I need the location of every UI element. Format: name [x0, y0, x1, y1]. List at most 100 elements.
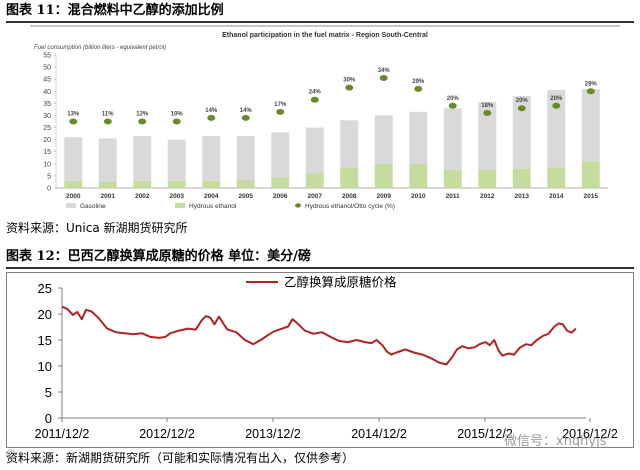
chart1-ytick-label: 40	[43, 89, 51, 96]
ethanol-share-marker	[448, 102, 457, 109]
ethanol-share-label: 34%	[378, 68, 391, 74]
chart1-xtick-label: 2007	[308, 193, 323, 200]
ethanol-share-marker	[310, 96, 319, 103]
chart2-xtick-label: 2012/12/2	[139, 427, 195, 441]
chart1-svg: Ethanol participation in the fuel matrix…	[30, 24, 620, 216]
bar-gasoline	[98, 138, 117, 182]
bar-gasoline	[581, 88, 600, 162]
chart1-xtick-label: 2003	[170, 193, 185, 200]
chart1-xtick-label: 2015	[584, 193, 599, 200]
bar-hydrous-ethanol	[512, 168, 531, 188]
chart2-ytick-label: 15	[38, 333, 52, 348]
bar-hydrous-ethanol	[478, 169, 497, 188]
bar-hydrous-ethanol	[409, 163, 428, 188]
bar-gasoline	[512, 96, 531, 169]
bar-gasoline	[202, 136, 221, 181]
chart2-svg: 0 5 10 15 20 25 2011/12/2 2012/12/2 2013/12/2 201…	[6, 272, 634, 448]
ethanol-share-marker	[207, 114, 216, 121]
chart1-xtick-label: 2012	[480, 193, 495, 200]
chart1-xtick-label: 2010	[411, 193, 426, 200]
chart1-xtick-label: 2002	[135, 193, 150, 200]
chart1-xtick-label: 2013	[515, 193, 530, 200]
bar-gasoline	[64, 137, 83, 181]
chart1-ytick-label: 20	[43, 137, 51, 144]
figure2-source: 资料来源：新湖期货研究所（可能和实际情况有出入，仅供参考）	[6, 451, 355, 465]
chart1-xtick-label: 2006	[273, 193, 288, 200]
chart1-xtick-label: 2000	[66, 193, 81, 200]
bar-gasoline	[443, 108, 462, 170]
ethanol-share-label: 20%	[516, 98, 529, 104]
chart2-xtick-label: 2016/12/2	[562, 427, 618, 441]
ethanol-share-marker	[552, 102, 561, 109]
bar-hydrous-ethanol	[167, 180, 186, 188]
watermark-right: 微信号：xhqhyjs	[504, 434, 607, 449]
bar-hydrous-ethanol	[443, 169, 462, 188]
ethanol-share-marker	[276, 108, 285, 115]
bar-gasoline	[478, 102, 497, 170]
chart2-ytick-label: 10	[38, 359, 52, 374]
chart2-ytick-label: 20	[38, 307, 52, 322]
figure2-caption: 图表 12：巴西乙醇换算成原糖的价格 单位：美分/磅	[6, 248, 634, 269]
chart2-xtick-label: 2011/12/2	[35, 427, 90, 441]
ethanol-share-label: 24%	[309, 90, 322, 96]
ethanol-share-label: 17%	[274, 102, 287, 108]
bar-hydrous-ethanol	[374, 163, 393, 188]
bar-gasoline	[547, 90, 566, 168]
chart1-xtick-label: 2005	[239, 193, 254, 200]
chart2-frame	[6, 272, 634, 448]
bar-hydrous-ethanol	[133, 180, 152, 188]
bar-hydrous-ethanol	[236, 179, 255, 188]
bar-hydrous-ethanol	[64, 180, 83, 188]
ethanol-share-label: 10%	[171, 112, 184, 118]
ethanol-share-marker	[103, 118, 112, 125]
bar-gasoline	[133, 136, 152, 181]
bar-hydrous-ethanol	[271, 177, 290, 188]
sugar-equivalent-price-line	[61, 305, 577, 366]
ethanol-share-label: 29%	[412, 79, 425, 85]
bar-hydrous-ethanol	[305, 173, 324, 188]
bar-hydrous-ethanol	[202, 180, 221, 188]
chart1-ytick-label: 45	[43, 77, 51, 84]
ethanol-share-label: 14%	[240, 108, 253, 114]
legend-hydrous-label: Hydrous ethanol	[189, 203, 237, 210]
ethanol-share-marker	[586, 88, 595, 95]
legend-gasoline-label: Gasoline	[80, 203, 106, 210]
chart1-background	[30, 24, 620, 216]
legend-hydrous-swatch	[175, 203, 185, 208]
chart1-ytick-label: 50	[43, 65, 51, 72]
chart1-xtick-label: 2009	[377, 193, 392, 200]
chart1-xtick-label: 2011	[446, 193, 460, 200]
legend-share-swatch	[295, 203, 301, 208]
legend-gasoline-swatch	[66, 203, 76, 208]
legend-share-label: Hydrous ethanol/Otto cycle (%)	[305, 203, 395, 210]
chart2-legend-label: 乙醇换算成原糖价格	[284, 275, 397, 290]
ethanol-share-label: 13%	[67, 112, 80, 118]
figure1-caption: 图表 11：混合燃料中乙醇的添加比例	[6, 2, 634, 23]
chart2-ytick-label: 5	[45, 385, 52, 400]
bar-hydrous-ethanol	[581, 161, 600, 188]
ethanol-share-label: 20%	[550, 96, 563, 102]
chart2-xtick-label: 2014/12/2	[351, 427, 407, 441]
chart1-ytick-label: 35	[43, 101, 51, 108]
ethanol-share-label: 14%	[205, 108, 218, 114]
bar-gasoline	[340, 120, 359, 168]
ethanol-share-label: 18%	[481, 103, 494, 109]
chart1-ylabel: Fuel consumption (billion liters - equiv…	[34, 45, 166, 51]
ethanol-share-marker	[172, 118, 181, 125]
bar-hydrous-ethanol	[340, 167, 359, 188]
chart1-ytick-label: 5	[47, 173, 51, 180]
ethanol-share-label: 28%	[585, 81, 598, 87]
chart1-xtick-label: 2004	[204, 193, 219, 200]
bar-gasoline	[409, 111, 428, 164]
chart2-ytick-label: 0	[45, 411, 52, 426]
chart1-ytick-label: 55	[43, 53, 51, 60]
ethanol-share-label: 30%	[343, 78, 356, 84]
chart1-xtick-label: 2008	[342, 193, 357, 200]
bar-gasoline	[374, 115, 393, 164]
ethanol-share-marker	[138, 118, 147, 125]
ethanol-share-marker	[69, 118, 78, 125]
chart1-ytick-label: 25	[43, 125, 51, 132]
bar-hydrous-ethanol	[98, 181, 117, 188]
ethanol-share-marker	[483, 110, 492, 117]
ethanol-share-marker	[379, 74, 388, 81]
